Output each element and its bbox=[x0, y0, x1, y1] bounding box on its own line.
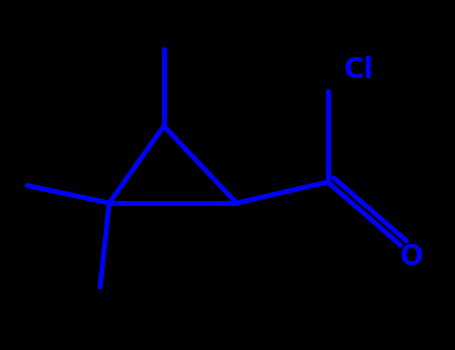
Text: Cl: Cl bbox=[344, 56, 374, 84]
Text: O: O bbox=[400, 243, 424, 271]
